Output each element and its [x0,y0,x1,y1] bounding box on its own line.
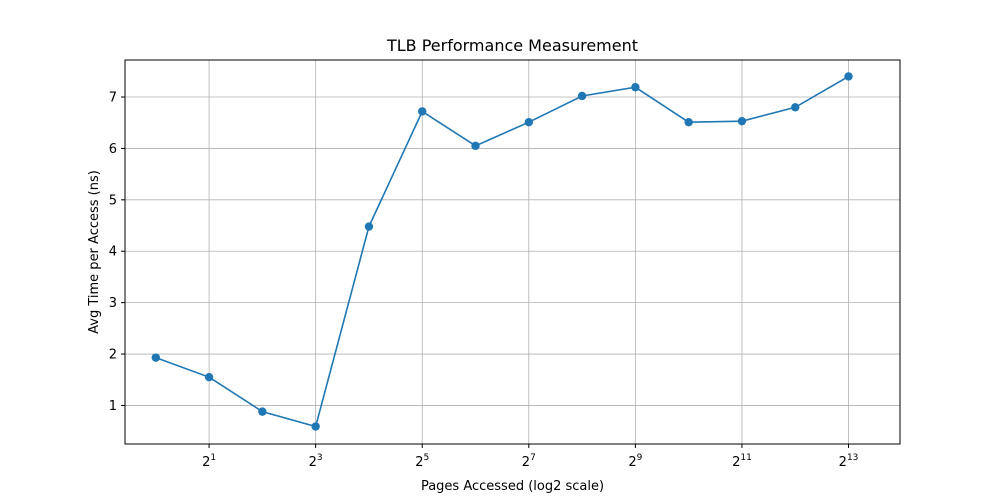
x-tick-label: 213 [839,453,859,470]
data-point [791,103,800,112]
series-line [155,75,849,428]
x-tick-exponent: 13 [847,453,858,463]
x-tick-label: 21 [202,453,216,470]
y-tick-label: 2 [109,348,117,363]
x-tick-exponent: 5 [424,453,430,463]
data-point [204,372,214,382]
data-point [364,222,374,231]
x-tick-label: 25 [415,453,429,470]
y-tick-label: 5 [109,193,117,208]
data-point [631,83,640,92]
y-tick-label: 6 [109,142,117,157]
series-layer [151,72,853,431]
x-tick-base: 2 [202,455,210,470]
y-tick-label: 3 [109,296,117,311]
x-tick-exponent: 7 [530,453,536,463]
y-tick-label: 7 [109,91,117,106]
x-tick-base: 2 [522,455,530,470]
x-axis-label: Pages Accessed (log2 scale) [421,479,604,494]
data-point [737,116,747,126]
data-point [258,407,267,416]
x-tick-exponent: 1 [210,453,216,463]
x-tick-label: 211 [732,453,752,470]
x-tick-exponent: 9 [637,453,643,463]
x-tick-label: 27 [522,453,536,470]
x-tick-exponent: 11 [740,453,751,463]
data-point [684,118,693,127]
data-point [311,422,320,431]
x-tick-base: 2 [415,455,423,470]
x-tick-base: 2 [309,455,317,470]
x-tick-base: 2 [839,455,847,470]
data-point [844,72,853,81]
y-axis-label: Avg Time per Access (ns) [87,170,102,334]
data-point [524,118,534,127]
grid-layer [125,60,900,444]
data-point [151,353,160,362]
chart-title: TLB Performance Measurement [386,36,638,55]
x-tick-label: 23 [309,453,323,470]
x-tick-base: 2 [732,455,740,470]
x-tick-label: 29 [628,453,642,470]
x-tick-base: 2 [628,455,636,470]
plot-frame [124,59,901,445]
x-tick-exponent: 3 [317,453,323,463]
data-point [577,91,587,101]
y-tick-label: 4 [109,245,117,260]
y-tick-label: 1 [109,399,117,414]
data-point [418,107,427,116]
data-point [471,141,480,151]
